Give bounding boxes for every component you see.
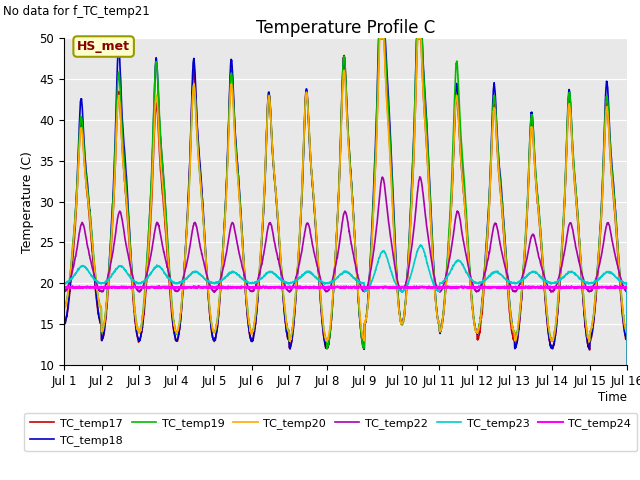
Line: TC_temp24: TC_temp24 [64, 286, 627, 288]
TC_temp23 [623, 362, 631, 368]
TC_temp19 [574, 209, 582, 215]
TC_temp18 [375, 36, 383, 41]
TC_temp17 [362, 317, 370, 323]
TC_temp18 [217, 278, 225, 284]
Text: Time: Time [598, 391, 627, 404]
Line: TC_temp23: TC_temp23 [64, 245, 627, 365]
Line: TC_temp17: TC_temp17 [64, 38, 627, 365]
TC_temp22 [574, 252, 582, 258]
TC_temp19 [374, 66, 382, 72]
TC_temp23 [60, 281, 68, 287]
TC_temp19 [623, 362, 631, 368]
TC_temp18 [574, 211, 582, 217]
TC_temp18 [509, 328, 517, 334]
Legend: TC_temp17, TC_temp18, TC_temp19, TC_temp20, TC_temp22, TC_temp23, TC_temp24: TC_temp17, TC_temp18, TC_temp19, TC_temp… [24, 413, 637, 451]
TC_temp19 [375, 36, 383, 41]
TC_temp22 [362, 288, 370, 293]
Text: No data for f_TC_temp21: No data for f_TC_temp21 [3, 5, 150, 18]
TC_temp24 [60, 284, 68, 290]
TC_temp18 [374, 57, 382, 63]
TC_temp23 [509, 280, 517, 286]
TC_temp24 [623, 285, 631, 290]
Title: Temperature Profile C: Temperature Profile C [256, 19, 435, 37]
TC_temp19 [217, 275, 225, 280]
TC_temp24 [218, 284, 225, 290]
TC_temp22 [589, 283, 597, 289]
TC_temp17 [509, 335, 517, 341]
TC_temp22 [623, 362, 631, 368]
TC_temp20 [589, 314, 597, 320]
TC_temp17 [217, 280, 225, 286]
TC_temp23 [589, 280, 597, 286]
Text: HS_met: HS_met [77, 40, 130, 53]
TC_temp24 [362, 285, 370, 290]
TC_temp20 [362, 316, 370, 322]
TC_temp22 [509, 288, 517, 294]
TC_temp20 [623, 362, 631, 368]
TC_temp24 [195, 283, 202, 289]
TC_temp20 [374, 89, 382, 95]
TC_temp22 [60, 289, 68, 295]
TC_temp19 [509, 329, 517, 335]
TC_temp18 [362, 319, 370, 324]
TC_temp20 [217, 276, 225, 282]
TC_temp17 [589, 322, 597, 327]
TC_temp18 [589, 320, 597, 326]
TC_temp22 [416, 174, 424, 180]
Line: TC_temp22: TC_temp22 [64, 177, 627, 365]
TC_temp24 [574, 285, 582, 290]
TC_temp17 [376, 36, 383, 41]
TC_temp24 [510, 285, 518, 290]
TC_temp17 [374, 83, 382, 88]
TC_temp19 [362, 317, 370, 323]
TC_temp22 [217, 274, 225, 280]
TC_temp18 [60, 322, 68, 327]
TC_temp22 [374, 209, 382, 215]
TC_temp23 [362, 288, 370, 294]
TC_temp23 [374, 259, 382, 265]
TC_temp19 [589, 313, 597, 319]
TC_temp18 [623, 362, 631, 368]
TC_temp19 [60, 305, 68, 311]
TC_temp23 [574, 273, 582, 279]
TC_temp17 [574, 217, 582, 223]
Line: TC_temp18: TC_temp18 [64, 38, 627, 365]
TC_temp24 [104, 286, 111, 291]
TC_temp17 [60, 321, 68, 327]
Line: TC_temp20: TC_temp20 [64, 38, 627, 365]
Line: TC_temp19: TC_temp19 [64, 38, 627, 365]
TC_temp20 [376, 36, 383, 41]
TC_temp23 [217, 278, 225, 284]
Y-axis label: Temperature (C): Temperature (C) [21, 151, 34, 252]
TC_temp20 [574, 215, 582, 221]
TC_temp20 [60, 304, 68, 310]
TC_temp23 [417, 242, 424, 248]
TC_temp20 [509, 327, 517, 333]
TC_temp17 [623, 362, 631, 368]
TC_temp24 [375, 285, 383, 290]
TC_temp24 [589, 285, 597, 290]
